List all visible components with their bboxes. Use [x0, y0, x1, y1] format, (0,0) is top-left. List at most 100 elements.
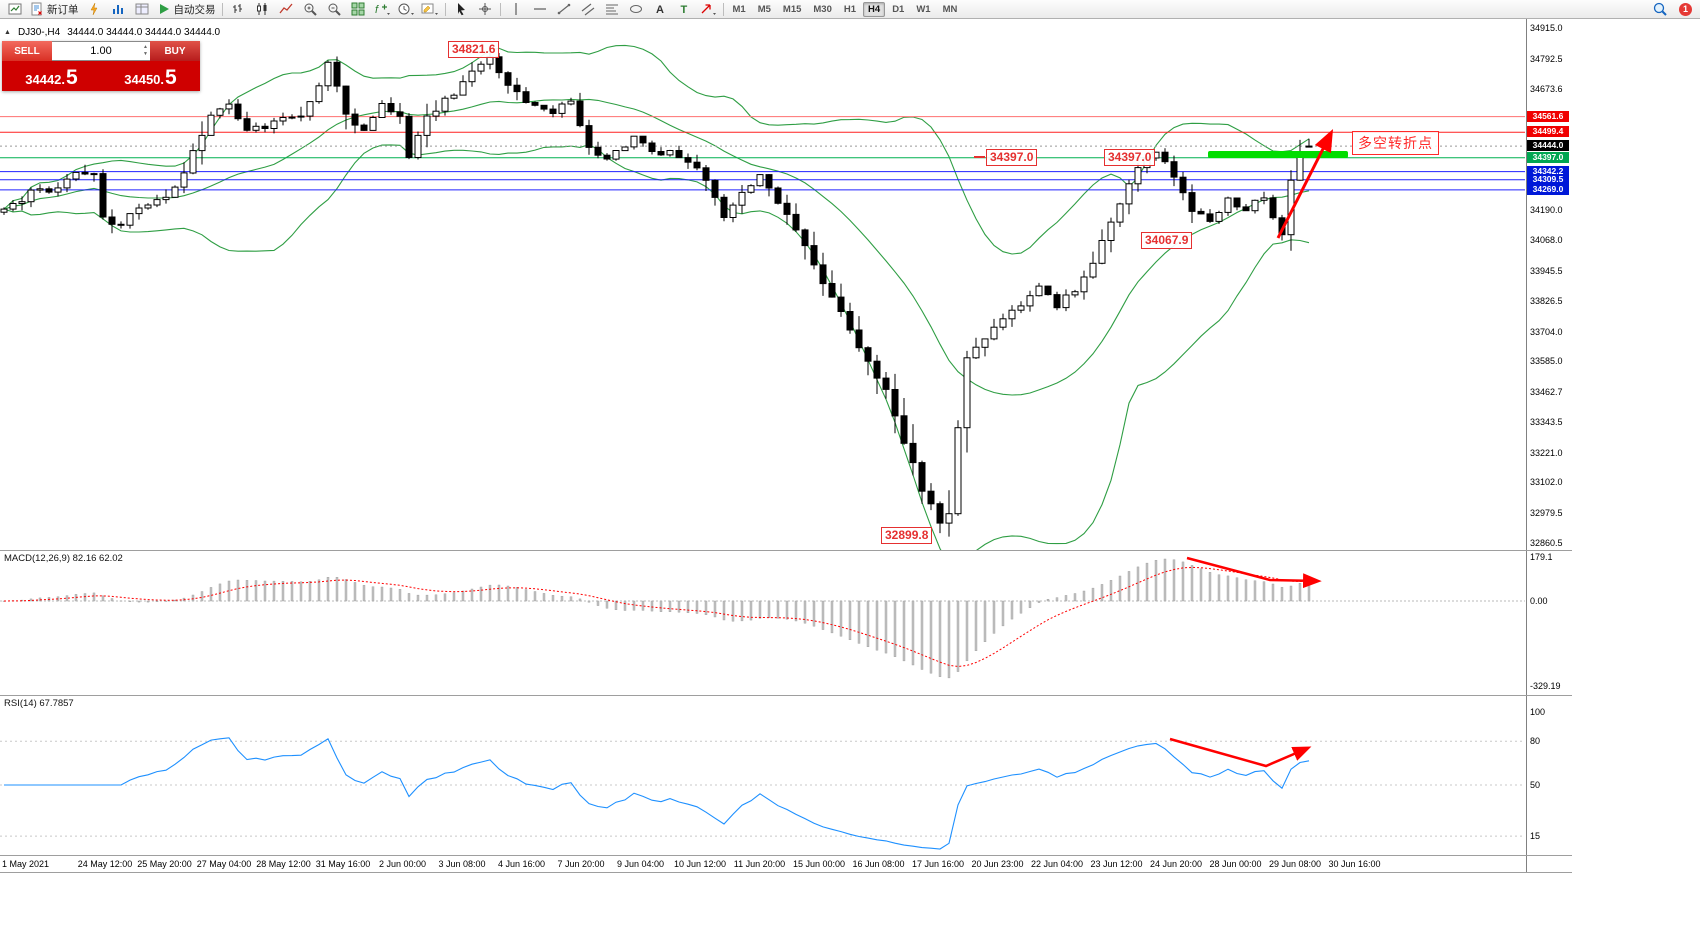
time-axis-label: 2 Jun 00:00	[378, 859, 427, 869]
price-tick: 33945.5	[1530, 266, 1563, 277]
time-axis-label: 24 May 12:00	[77, 859, 133, 869]
bars-chart-icon[interactable]	[226, 0, 250, 19]
rsi-scale[interactable]: 100 80 50 15	[1527, 696, 1572, 855]
price-tag: 34499.4	[1527, 126, 1569, 138]
timeframe-W1[interactable]: W1	[916, 3, 931, 15]
templates-icon[interactable]	[418, 0, 442, 19]
toolbar-right-group: 1	[1648, 0, 1697, 19]
timeframe-M1[interactable]: M1	[732, 3, 746, 15]
buy-price-pip: 5	[165, 66, 177, 89]
sell-price-button[interactable]: 34442. 5	[2, 61, 101, 91]
symbol-label: DJ30-,H4	[17, 27, 61, 38]
price-tick: 34915.0	[1530, 23, 1563, 33]
price-tick: 34068.0	[1530, 235, 1563, 246]
fibonacci-icon[interactable]	[600, 0, 624, 19]
vertical-line-icon[interactable]	[504, 0, 528, 19]
macd-scale-tick: 0.00	[1530, 596, 1548, 606]
auto-trading-button[interactable]: 自动交易	[154, 0, 219, 19]
svg-text:T: T	[680, 4, 687, 16]
candlestick-chart-icon[interactable]	[250, 0, 274, 19]
time-axis-label: 27 May 04:00	[196, 859, 252, 869]
tile-windows-icon[interactable]	[346, 0, 370, 19]
price-annotation-label[interactable]: 32899.8	[881, 527, 933, 544]
svg-text:A: A	[656, 4, 664, 16]
time-axis-label: 29 Jun 08:00	[1268, 859, 1322, 869]
sell-price-main: 34442.	[25, 72, 66, 87]
expert-advisors-icon[interactable]	[82, 0, 106, 19]
price-annotation-label[interactable]: 34821.6	[448, 41, 500, 58]
price-tick: 33704.0	[1530, 326, 1563, 337]
time-axis-label: 7 Jun 20:00	[557, 859, 605, 869]
channel-icon[interactable]	[576, 0, 600, 19]
time-axis-label: 4 Jun 16:00	[497, 859, 546, 869]
price-annotation-label[interactable]: 34397.0	[986, 149, 1038, 166]
price-tag: 34561.6	[1527, 110, 1569, 122]
lot-spinner[interactable]: ▲ ▼	[143, 44, 148, 57]
timeframe-D1[interactable]: D1	[892, 3, 905, 15]
macd-scale[interactable]: 179.1 0.00 -329.19	[1527, 551, 1572, 695]
periods-icon[interactable]	[394, 0, 418, 19]
new-chart-icon[interactable]	[3, 0, 27, 19]
time-axis-label: 16 Jun 08:00	[852, 859, 905, 869]
price-annotation-label[interactable]: 34397.0	[1104, 149, 1156, 166]
arrow-marks-icon[interactable]	[696, 0, 720, 19]
toolbar-separator	[499, 2, 501, 16]
turning-point-label[interactable]: 多空转折点	[1352, 131, 1439, 155]
timeframe-M30[interactable]: M30	[813, 3, 832, 15]
text-icon[interactable]: A	[648, 0, 672, 19]
chart-ohlc-info: ▲ DJ30-,H4 34444.0 34444.0 34444.0 34444…	[4, 27, 220, 38]
timeframe-MN[interactable]: MN	[942, 3, 958, 15]
crosshair-icon[interactable]	[473, 0, 497, 19]
buy-price-button[interactable]: 34450. 5	[101, 61, 200, 91]
time-axis-label: 17 Jun 16:00	[911, 859, 965, 869]
zoom-in-icon[interactable]	[298, 0, 322, 19]
time-axis-label: 23 Jun 12:00	[1090, 859, 1143, 869]
macd-label: MACD(12,26,9) 82.16 62.02	[4, 553, 123, 564]
price-tick: 33462.7	[1530, 387, 1563, 398]
cursor-icon[interactable]	[449, 0, 473, 19]
timeframe-buttons: M1 M5 M15 M30 H1 H4 D1 W1 MN	[727, 1, 964, 17]
rsi-scale-tick: 15	[1530, 831, 1541, 842]
panel-divider[interactable]	[0, 695, 1572, 696]
one-click-toggle-icon[interactable]: ▲	[4, 29, 11, 36]
timeframe-M15[interactable]: M15	[782, 3, 802, 15]
data-window-icon[interactable]	[130, 0, 154, 19]
time-axis-label: 22 Jun 04:00	[1030, 859, 1084, 869]
time-axis[interactable]: 1 May 2021 24 May 12:00 25 May 20:00 27 May…	[0, 856, 1572, 872]
time-axis-label: 30 Jun 16:00	[1328, 859, 1381, 869]
price-tick: 33102.0	[1530, 477, 1563, 488]
text-label-icon[interactable]: T	[672, 0, 696, 19]
indicators-icon[interactable]: f	[370, 0, 394, 19]
timeframe-H1[interactable]: H1	[843, 3, 857, 15]
rsi-panel-canvas[interactable]	[0, 696, 1525, 855]
search-icon[interactable]	[1648, 0, 1672, 19]
lot-size-input[interactable]: 1.00 ▲ ▼	[52, 41, 150, 61]
zoom-out-icon[interactable]	[322, 0, 346, 19]
price-annotation-label[interactable]: 34067.9	[1141, 232, 1193, 249]
timeframe-H4[interactable]: H4	[863, 1, 886, 17]
macd-panel-canvas[interactable]	[0, 551, 1525, 695]
sell-button[interactable]: SELL	[2, 41, 52, 61]
price-tick: 34792.5	[1530, 53, 1563, 64]
horizontal-line-icon[interactable]	[528, 0, 552, 19]
price-tick: 33343.5	[1530, 416, 1563, 427]
trendline-icon[interactable]	[552, 0, 576, 19]
shapes-icon[interactable]	[624, 0, 648, 19]
timeframe-M5[interactable]: M5	[757, 3, 771, 15]
panel-divider[interactable]	[0, 855, 1572, 856]
time-axis-label: 3 Jun 08:00	[438, 859, 486, 869]
line-chart-icon[interactable]	[274, 0, 298, 19]
time-axis-label: 25 May 20:00	[137, 859, 192, 869]
market-watch-icon[interactable]	[106, 0, 130, 19]
notification-badge[interactable]: 1	[1679, 2, 1692, 16]
time-axis-label: 1 May 2021	[2, 859, 50, 869]
buy-button[interactable]: BUY	[150, 41, 200, 61]
time-axis-label: 31 May 16:00	[315, 859, 371, 869]
new-order-button[interactable]: 新订单	[27, 0, 82, 19]
price-scale[interactable]: 34915.0 34792.5 34673.6 34561.6 34499.4 34444…	[1527, 19, 1572, 550]
support-highlight-bar[interactable]	[1208, 151, 1348, 158]
panel-divider[interactable]	[0, 550, 1572, 551]
main-chart-canvas[interactable]	[0, 19, 1525, 550]
one-click-trading-panel: SELL 1.00 ▲ ▼ BUY 34442. 5 34450. 5	[2, 41, 200, 91]
price-tick: 33826.5	[1530, 295, 1563, 306]
